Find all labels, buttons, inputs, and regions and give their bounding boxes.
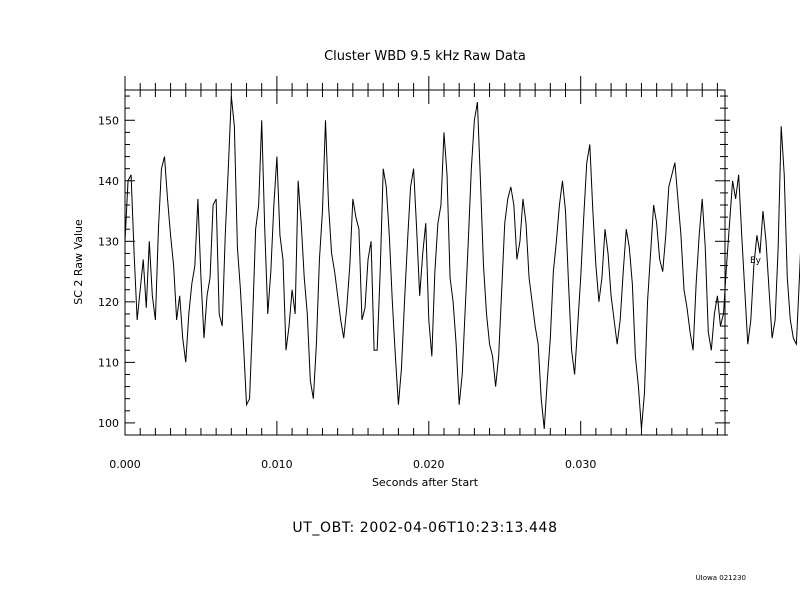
chart-title: Cluster WBD 9.5 kHz Raw Data [324,49,526,64]
y-tick-label: 100 [98,417,119,430]
y-tick-label: 120 [98,296,119,309]
tick-labels: 0.000 0.010 0.020 0.030 100 110 120 130 140 150 [98,114,596,471]
y-tick-label: 110 [98,356,119,369]
ut-obt-timestamp: UT_OBT: 2002-04-06T10:23:13.448 [292,520,558,536]
y-tick-label: 140 [98,175,119,188]
x-tick-label: 0.030 [565,458,597,471]
tick-marks [124,76,730,436]
plot-frame [124,89,726,436]
credit-label: UIowa 021230 [695,574,746,582]
y-tick-label: 150 [98,114,119,127]
y-tick-label: 130 [98,235,119,248]
series-label-ey: Ey [750,256,762,266]
x-tick-label: 0.000 [109,458,141,471]
x-tick-label: 0.020 [413,458,445,471]
series-line-ey [124,96,800,429]
y-axis-label: SC 2 Raw Value [72,219,85,305]
x-tick-label: 0.010 [261,458,293,471]
x-axis-label: Seconds after Start [372,476,479,489]
